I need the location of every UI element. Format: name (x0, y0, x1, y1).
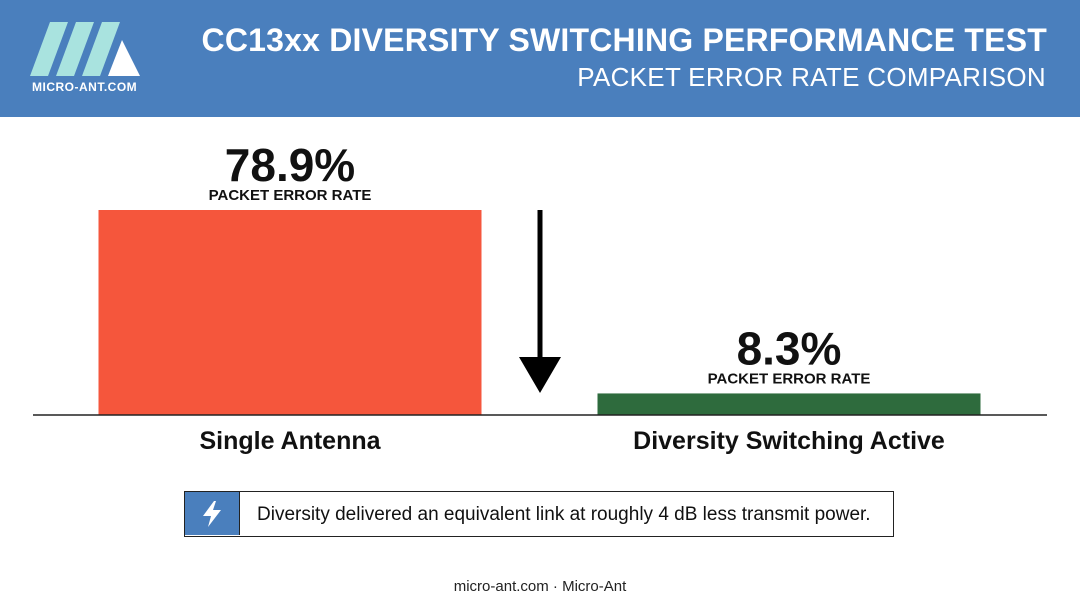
lightning-bolt-icon (185, 492, 240, 535)
page-subtitle: PACKET ERROR RATE COMPARISON (577, 62, 1046, 92)
header-banner: MICRO-ANT.COM CC13xx DIVERSITY SWITCHING… (0, 0, 1080, 117)
data-label-caption-1: PACKET ERROR RATE (209, 187, 372, 204)
data-label-value-1: 78.9% (225, 139, 355, 191)
down-arrow-head (519, 357, 561, 393)
data-label-caption-2: PACKET ERROR RATE (708, 370, 871, 387)
category-label-1: Single Antenna (199, 427, 381, 455)
bar-2 (597, 393, 981, 415)
callout-text: Diversity delivered an equivalent link a… (257, 504, 871, 525)
logo: MICRO-ANT.COM (30, 20, 150, 98)
insight-callout: Diversity delivered an equivalent link a… (184, 491, 894, 537)
logo-mark-icon (30, 22, 140, 76)
data-label-value-2: 8.3% (737, 322, 842, 374)
category-label-2: Diversity Switching Active (633, 427, 945, 455)
logo-text: MICRO-ANT.COM (32, 80, 138, 94)
footer-credit: micro-ant.com · Micro-Ant (453, 578, 627, 595)
bar-1 (98, 210, 482, 415)
page-title: CC13xx DIVERSITY SWITCHING PERFORMANCE T… (201, 22, 1047, 58)
